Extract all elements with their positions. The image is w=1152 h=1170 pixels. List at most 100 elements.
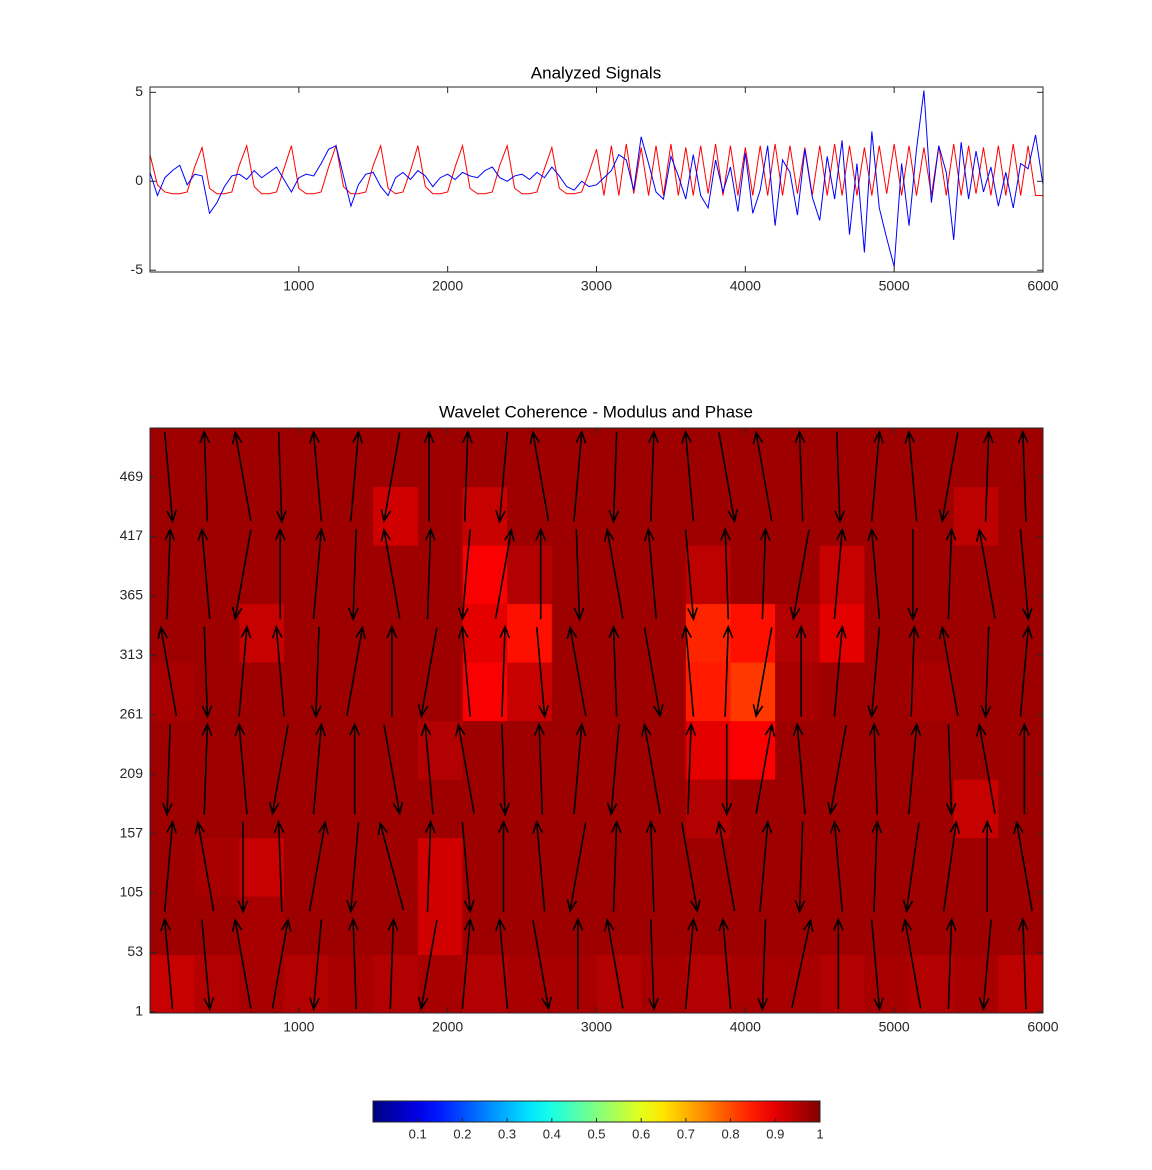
coherence-cell [283, 837, 330, 897]
coherence-cell [864, 545, 910, 605]
coherence-cell [507, 603, 553, 663]
phase-arrow [795, 624, 807, 717]
x-tick-label: 1000 [283, 1019, 314, 1035]
phase-arrow [231, 917, 252, 1009]
y-tick-label: 469 [120, 468, 144, 484]
phase-arrow [871, 819, 883, 912]
phase-arrow [417, 919, 438, 1011]
coherence-cell [150, 720, 196, 780]
y-tick-label: 261 [120, 705, 144, 721]
coherence-cell [685, 428, 732, 488]
phase-arrow [829, 819, 844, 912]
coherence-cell [283, 662, 330, 722]
phase-arrow [309, 429, 323, 522]
phase-arrow [867, 527, 881, 620]
phase-arrow [349, 429, 364, 522]
coherence-cell [194, 428, 240, 488]
coherence-cell [953, 720, 999, 780]
coherence-cell [819, 545, 865, 605]
phase-arrow [684, 917, 698, 1010]
phase-arrow [759, 819, 773, 912]
coherence-cell [864, 428, 910, 488]
x-tick-label: 6000 [1027, 1019, 1058, 1035]
coherence-cell [417, 720, 464, 780]
coherence-cell [373, 486, 419, 546]
x-tick-label: 2000 [432, 1019, 463, 1035]
coherence-cell [596, 896, 642, 956]
y-tick-label: 365 [120, 587, 144, 603]
coherence-cell [596, 486, 642, 546]
phase-arrow [572, 917, 584, 1010]
phase-arrow [684, 529, 698, 622]
coherence-cell [194, 662, 240, 722]
coherence-cell [909, 896, 955, 956]
phase-arrow [752, 627, 773, 719]
phase-arrow [271, 624, 285, 717]
coherence-cell [239, 428, 285, 488]
coherence-cell [373, 954, 419, 1013]
coherence-cell [507, 837, 553, 897]
coherence-cell [953, 545, 999, 605]
coherence-cell [150, 603, 196, 663]
coherence-cell [596, 428, 642, 488]
phase-arrow [608, 431, 620, 524]
coherence-cell [551, 720, 598, 780]
coherence-cell [462, 954, 508, 1013]
coherence-cell [998, 954, 1043, 1013]
colorbar-tick-label: 0.6 [632, 1126, 650, 1141]
coherence-cell [417, 779, 464, 839]
coherence-cell [194, 486, 240, 546]
coherence-cell [596, 603, 642, 663]
phase-arrow [494, 527, 515, 619]
phase-arrow [610, 819, 622, 912]
phase-arrow [346, 625, 366, 717]
coherence-cell [953, 896, 999, 956]
y-tick-label: 0 [135, 172, 143, 188]
plot-background [150, 87, 1043, 272]
phase-arrow [643, 627, 664, 719]
phase-arrow [380, 432, 401, 524]
coherence-cell [283, 954, 330, 1013]
phase-arrow [1017, 429, 1029, 522]
coherence-cell [150, 896, 196, 956]
coherence-cell [328, 954, 374, 1013]
coherence-cell [909, 662, 955, 722]
phase-arrow [495, 917, 509, 1010]
x-tick-label: 1000 [283, 278, 314, 294]
coherence-cell [194, 779, 240, 839]
coherence-cell [730, 779, 776, 839]
y-tick-label: 313 [120, 646, 144, 662]
phase-arrow [832, 917, 844, 1010]
phase-arrow [794, 821, 806, 914]
phase-arrow [377, 821, 405, 911]
phase-arrow [160, 917, 174, 1010]
phase-arrow [276, 431, 287, 524]
coherence-cell [150, 837, 196, 897]
coherence-cell [641, 545, 687, 605]
coherence-cell [819, 779, 865, 839]
x-tick-label: 3000 [581, 1019, 612, 1035]
phase-arrow [606, 724, 620, 817]
x-tick-label: 4000 [730, 278, 761, 294]
phase-arrow [945, 724, 957, 817]
phase-arrow [462, 429, 473, 522]
coherence-cell [641, 428, 687, 488]
phase-arrow [566, 822, 587, 914]
coherence-cell [953, 954, 999, 1013]
phase-arrow [164, 527, 176, 620]
phase-arrow [417, 627, 438, 719]
phase-arrow [461, 917, 475, 1010]
colorbar-tick-label: 0.1 [409, 1126, 427, 1141]
coherence-cell [417, 428, 464, 488]
x-tick-label: 6000 [1027, 278, 1058, 294]
phase-arrow [308, 820, 329, 912]
coherence-cell [462, 720, 508, 780]
phase-arrow [867, 626, 881, 719]
coherence-cell [507, 486, 553, 546]
phase-arrow [573, 529, 585, 622]
phase-arrow [457, 624, 471, 717]
phase-arrow [199, 429, 211, 522]
coherence-cell [507, 896, 553, 956]
x-tick-label: 4000 [730, 1019, 761, 1035]
